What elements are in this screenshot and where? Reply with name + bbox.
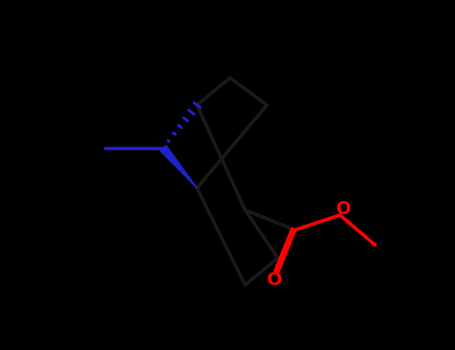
Text: O: O	[335, 200, 351, 218]
Polygon shape	[160, 145, 197, 188]
Text: O: O	[266, 271, 282, 289]
